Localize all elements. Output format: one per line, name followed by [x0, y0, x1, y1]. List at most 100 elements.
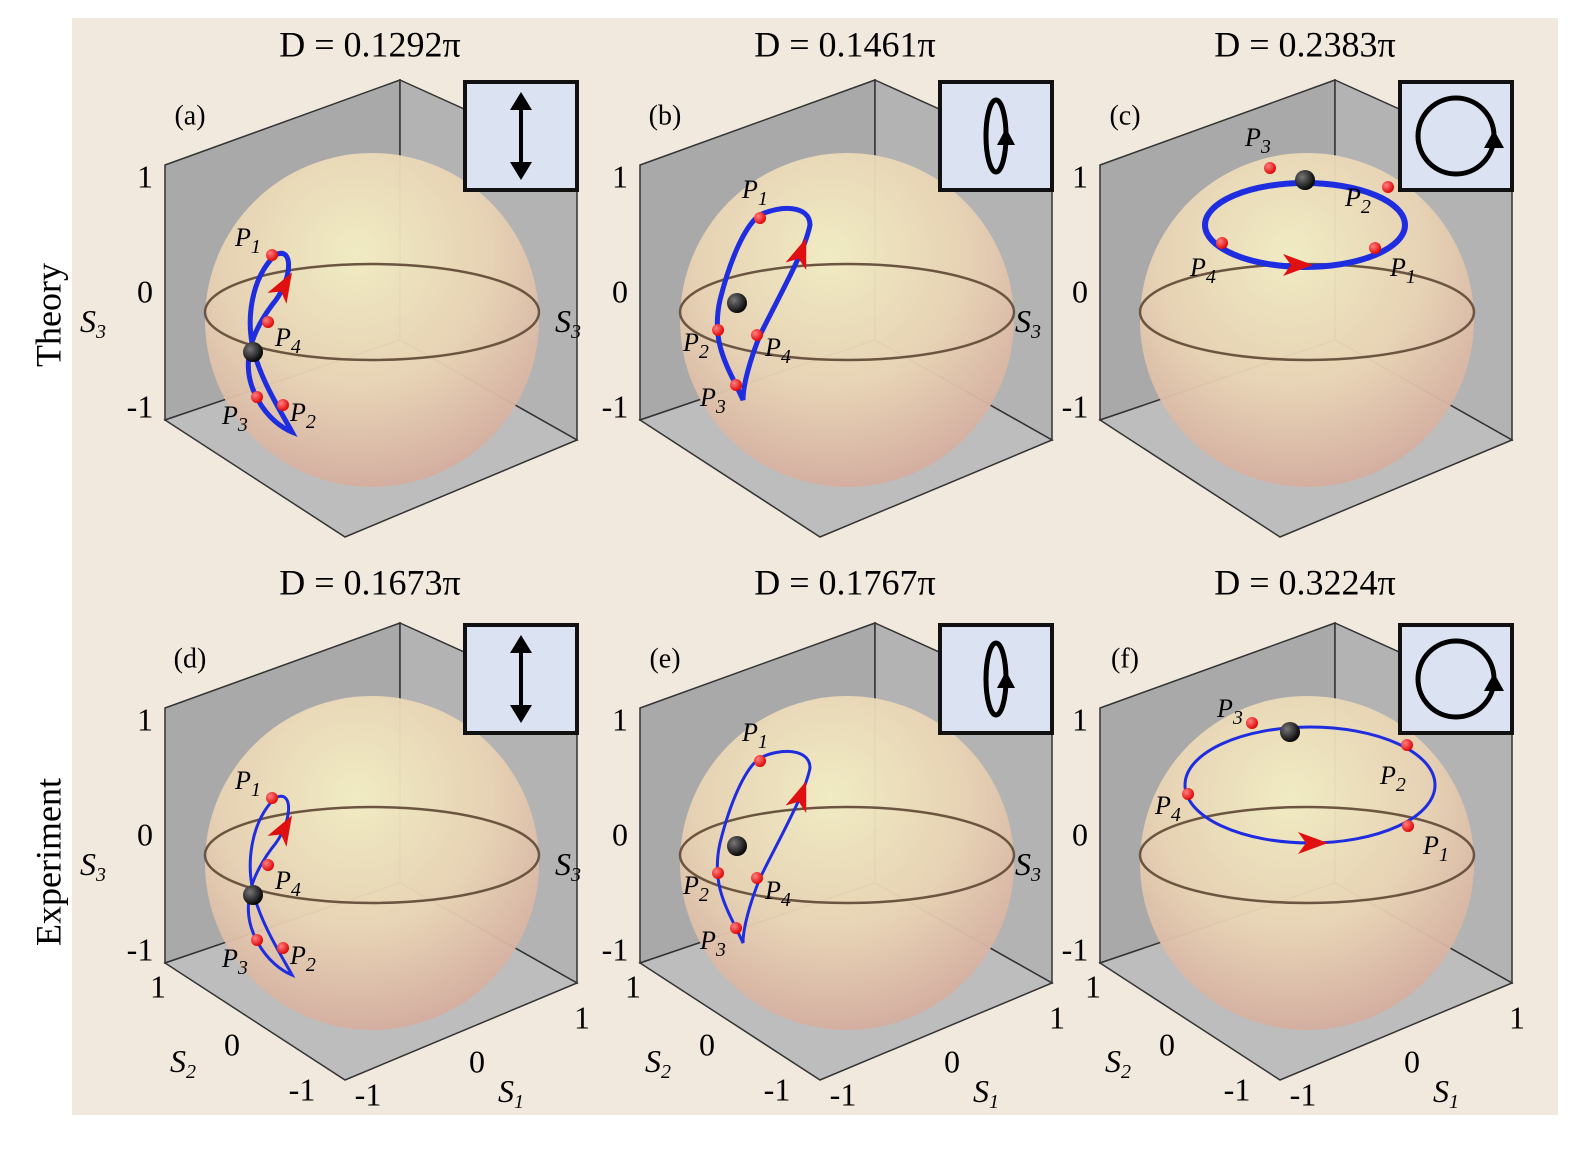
s2-tick-label: 1: [625, 968, 641, 1004]
s3-tick-label: 1: [1072, 158, 1088, 194]
s3-tick-label: 0: [137, 273, 153, 309]
point-label-symbol: P: [221, 944, 238, 973]
equator: [1138, 805, 1476, 905]
point-label-symbol: P: [1344, 183, 1361, 212]
point-label: P3: [221, 944, 248, 979]
point-label-symbol: P: [699, 383, 716, 412]
s3-tick-label: 0: [612, 273, 628, 309]
point-label: P4: [1189, 253, 1216, 288]
axis-label-index: 3: [1030, 321, 1041, 343]
point-label-symbol: P: [1244, 123, 1261, 152]
axis-label-symbol: S: [1105, 1043, 1121, 1079]
point-label: P2: [682, 328, 709, 363]
s3-tick-label: 0: [612, 816, 628, 852]
point-label-symbol: P: [741, 718, 758, 747]
sphere: [205, 153, 539, 487]
panel-label: (b): [649, 100, 682, 131]
s3-tick-label: -1: [602, 931, 629, 967]
state-point: [262, 316, 274, 328]
s2-tick-label: -1: [1224, 1071, 1251, 1107]
s3-tick-label: 1: [137, 701, 153, 737]
panel-title: D = 0.1767π: [754, 562, 935, 602]
point-label-index: 2: [306, 954, 316, 976]
s3-tick-label: -1: [127, 388, 154, 424]
point-label-symbol: P: [764, 876, 781, 905]
axis-label-index: 1: [989, 1091, 999, 1113]
direction-arrow: [785, 238, 807, 271]
equator: [203, 805, 541, 905]
point-label: P4: [274, 323, 301, 358]
point-label-index: 1: [251, 236, 261, 258]
start-point: [243, 342, 263, 362]
state-point: [262, 859, 274, 871]
s2-tick-label: 0: [1159, 1026, 1175, 1062]
axis-label: S3: [555, 846, 581, 885]
axis-label-symbol: S: [645, 1043, 661, 1079]
state-point: [730, 379, 742, 391]
state-point: [1182, 788, 1194, 800]
point-label-index: 4: [291, 879, 301, 901]
sphere: [1140, 153, 1474, 487]
point-label-index: 4: [1171, 804, 1181, 826]
point-label-symbol: P: [234, 223, 251, 252]
s3-tick-label: 0: [137, 816, 153, 852]
point-label: P3: [699, 926, 726, 961]
s2-tick-label: 1: [150, 968, 166, 1004]
point-label-index: 3: [715, 939, 726, 961]
point-label-index: 3: [1232, 707, 1243, 729]
axis-label-symbol: S: [80, 303, 96, 339]
sphere: [680, 696, 1014, 1030]
point-label-index: 1: [758, 188, 768, 210]
point-label-symbol: P: [289, 941, 306, 970]
axis-label-index: 1: [1449, 1091, 1459, 1113]
start-point: [1280, 722, 1300, 742]
state-point: [266, 792, 278, 804]
state-point: [730, 922, 742, 934]
state-point: [251, 391, 263, 403]
axis-label-symbol: S: [1433, 1073, 1449, 1109]
panel-label: (e): [649, 643, 680, 674]
panel-title: D = 0.1461π: [754, 24, 935, 64]
point-label-symbol: P: [274, 866, 291, 895]
state-point: [1382, 181, 1394, 193]
s2-tick-label: 1: [1085, 968, 1101, 1004]
point-label: P1: [234, 223, 261, 258]
s1-tick-label: 1: [574, 999, 590, 1035]
point-label: P2: [289, 398, 316, 433]
equator: [678, 805, 1016, 905]
s3-tick-label: 1: [137, 158, 153, 194]
point-label: P4: [1154, 791, 1181, 826]
axis-label: S1: [973, 1073, 999, 1112]
point-label: P4: [764, 333, 791, 368]
point-label: P1: [1422, 831, 1449, 866]
point-label-symbol: P: [1422, 831, 1439, 860]
sphere: [205, 696, 539, 1030]
point-label-index: 2: [699, 341, 709, 363]
state-point: [277, 399, 289, 411]
s1-tick-label: 0: [944, 1043, 960, 1079]
panel-title: D = 0.1673π: [279, 562, 460, 602]
panel-label: (f): [1111, 643, 1139, 674]
inset-icon: [510, 162, 532, 180]
sphere: [680, 153, 1014, 487]
point-label: P2: [1379, 761, 1406, 796]
inset-icon: [997, 671, 1015, 688]
direction-arrow: [1283, 254, 1313, 276]
start-point: [727, 836, 747, 856]
panel-label: (d): [174, 643, 207, 674]
point-label-symbol: P: [1216, 694, 1233, 723]
point-label-symbol: P: [1379, 761, 1396, 790]
state-point: [266, 249, 278, 261]
axis-label-index: 3: [570, 864, 581, 886]
point-label-symbol: P: [1189, 253, 1206, 282]
s1-tick-label: -1: [355, 1076, 382, 1112]
s2-tick-label: 0: [699, 1026, 715, 1062]
point-label-index: 3: [1260, 136, 1271, 158]
state-point: [754, 755, 766, 767]
state-point: [754, 212, 766, 224]
axis-label-index: 2: [1121, 1061, 1131, 1083]
s1-tick-label: 1: [1509, 999, 1525, 1035]
point-label-index: 2: [306, 411, 316, 433]
